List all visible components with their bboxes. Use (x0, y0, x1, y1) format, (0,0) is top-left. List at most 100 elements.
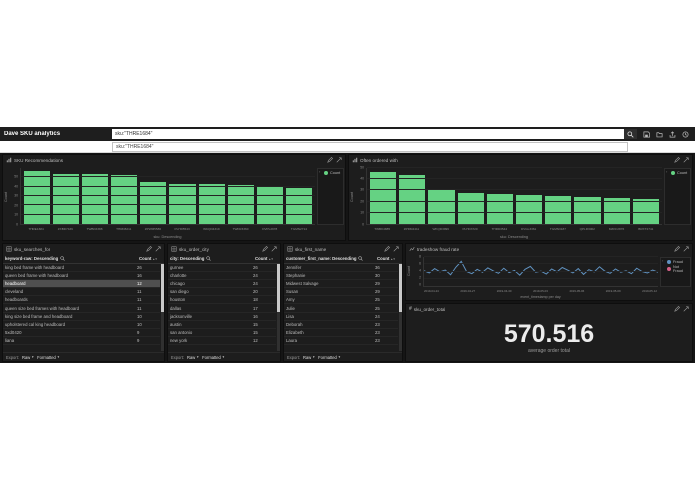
query-input[interactable] (112, 129, 624, 139)
panel-expand-button[interactable] (336, 157, 342, 163)
table-scrollbar[interactable] (161, 264, 164, 351)
panel-edit-button[interactable] (146, 246, 152, 252)
table-row[interactable]: queen bed frame with headboard 16 (3, 272, 160, 281)
cell-term: Laura (286, 337, 297, 343)
legend-collapse-icon[interactable]: ‹ (319, 169, 321, 174)
table-row[interactable]: chicago 24 (168, 280, 276, 289)
legend-collapse-icon[interactable]: ‹ (666, 169, 668, 174)
bar[interactable] (486, 193, 514, 224)
panel-expand-button[interactable] (683, 306, 689, 312)
bar[interactable] (24, 170, 51, 224)
column-header-count[interactable]: Count ▲▼ (255, 256, 273, 261)
cell-term: dallas (170, 305, 182, 311)
bar[interactable] (53, 173, 80, 224)
legend-entry[interactable]: Count (324, 171, 341, 175)
cell-term: jacksonville (170, 313, 192, 319)
table-row[interactable]: king bed frame with headboard 26 (3, 264, 160, 273)
column-header-count[interactable]: Count ▲▼ (377, 256, 395, 261)
bar[interactable] (140, 182, 167, 224)
table-row[interactable]: upholstered cal king headboard 10 (3, 321, 160, 329)
export-raw-link[interactable]: Raw ▼ (21, 354, 35, 360)
table-row[interactable]: charlotte 24 (168, 272, 276, 281)
bar[interactable] (632, 199, 660, 224)
export-raw-link[interactable]: Raw ▼ (302, 354, 316, 360)
export-formatted-link[interactable]: Formatted ▼ (202, 354, 225, 360)
panel-expand-button[interactable] (683, 157, 689, 163)
table-row[interactable]: headboard 12 (3, 280, 160, 289)
column-header-first-name[interactable]: customer_first_name: Descending (286, 256, 375, 261)
bar[interactable] (457, 192, 484, 224)
export-raw-link[interactable]: Raw ▼ (186, 354, 200, 360)
table-footer: Export: Raw ▼ Formatted ▼ (168, 352, 280, 361)
bar[interactable] (428, 190, 455, 224)
bar[interactable] (399, 174, 426, 224)
table-row[interactable]: Elizabeth 23 (284, 329, 398, 337)
bar[interactable] (111, 174, 138, 224)
table-scrollbar[interactable] (277, 264, 280, 351)
table-row[interactable]: Amy 25 (284, 296, 398, 305)
cell-count: 24 (253, 281, 258, 287)
table-row[interactable]: Deborah 23 (284, 321, 398, 329)
table-row[interactable]: liana 9 (3, 337, 160, 345)
column-header-count[interactable]: Count ▲▼ (139, 256, 157, 261)
bar[interactable] (516, 194, 543, 224)
table-row[interactable]: cleveland 11 (3, 288, 160, 297)
panel-expand-button[interactable] (393, 246, 399, 252)
table-row[interactable]: gurnee 26 (168, 264, 276, 273)
table-row[interactable]: king size bed frame and headboard 10 (3, 313, 160, 321)
table-row[interactable]: headboards 11 (3, 296, 160, 305)
table-row[interactable]: austin 15 (168, 321, 276, 329)
table-scrollbar[interactable] (399, 264, 402, 351)
table-row[interactable]: Laura 23 (284, 337, 398, 345)
query-suggestion-item[interactable]: sku:"THRE1684" (112, 142, 628, 152)
time-picker-button[interactable] (680, 129, 691, 139)
table-row[interactable]: Lisa 24 (284, 313, 398, 321)
panel-edit-button[interactable] (674, 157, 680, 163)
legend-entry[interactable]: Fraud (667, 260, 688, 264)
table-row[interactable]: new york 12 (168, 337, 276, 345)
cell-term: gurnee (170, 265, 184, 271)
cell-count: 12 (137, 281, 142, 287)
table-row[interactable]: queen size bed frames with headboard 11 (3, 304, 160, 313)
panel-edit-button[interactable] (674, 246, 680, 252)
bar[interactable] (603, 198, 630, 224)
bar[interactable] (82, 173, 109, 224)
table-row[interactable]: Jennifer 36 (284, 264, 398, 273)
export-formatted-link[interactable]: Formatted ▼ (318, 354, 341, 360)
panel-expand-button[interactable] (683, 246, 689, 252)
table-row[interactable]: dallas 17 (168, 304, 276, 313)
bar[interactable] (169, 183, 196, 224)
legend-collapse-icon[interactable]: ‹ (662, 258, 664, 263)
table-row[interactable]: Midwest Salvage 29 (284, 280, 398, 289)
table-row[interactable]: jacksonville 16 (168, 313, 276, 321)
legend-entry[interactable]: Count (671, 171, 688, 175)
save-button[interactable] (641, 129, 652, 139)
pencil-icon (384, 246, 390, 252)
gridline (424, 263, 658, 265)
panel-edit-button[interactable] (327, 157, 333, 163)
table-row[interactable]: san antonio 15 (168, 329, 276, 337)
table-row[interactable]: Julie 25 (284, 304, 398, 313)
panel-expand-button[interactable] (155, 246, 161, 252)
bar[interactable] (285, 187, 312, 224)
panel-edit-button[interactable] (262, 246, 268, 252)
table-row[interactable]: houston 18 (168, 296, 276, 305)
table-row[interactable]: 5xd0420 9 (3, 329, 160, 337)
panel-edit-button[interactable] (674, 306, 680, 312)
bar[interactable] (198, 183, 225, 224)
table-row[interactable]: san diego 20 (168, 288, 276, 297)
column-header-keyword[interactable]: keyword-raw: Descending (5, 256, 137, 261)
column-header-city[interactable]: city: Descending (170, 256, 253, 261)
share-button[interactable] (667, 129, 678, 139)
search-button[interactable] (624, 129, 637, 139)
panel-edit-button[interactable] (384, 246, 390, 252)
cell-count: 26 (253, 265, 258, 271)
panel-expand-button[interactable] (271, 246, 277, 252)
legend-entry[interactable]: Not Fraud (667, 265, 688, 273)
bar[interactable] (370, 172, 397, 224)
export-formatted-link[interactable]: Formatted ▼ (37, 354, 60, 360)
open-button[interactable] (654, 129, 665, 139)
pencil-icon (327, 157, 333, 163)
table-row[interactable]: Stephanie 30 (284, 272, 398, 281)
table-row[interactable]: Susan 29 (284, 288, 398, 297)
